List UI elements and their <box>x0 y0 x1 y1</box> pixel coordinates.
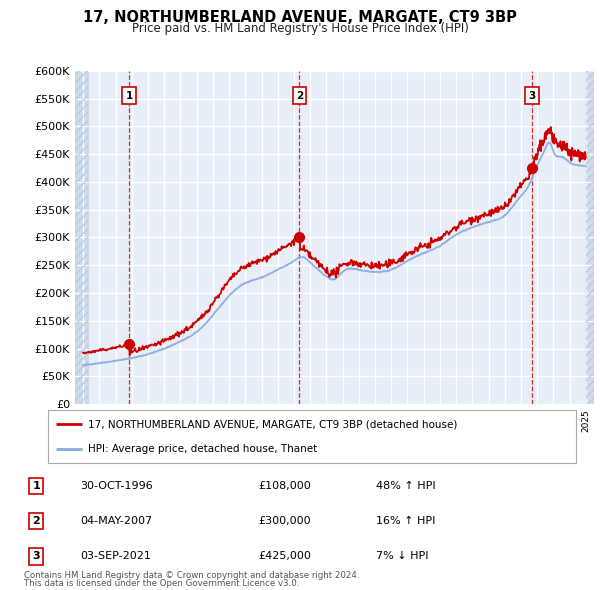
Text: 17, NORTHUMBERLAND AVENUE, MARGATE, CT9 3BP: 17, NORTHUMBERLAND AVENUE, MARGATE, CT9 … <box>83 10 517 25</box>
Text: 48% ↑ HPI: 48% ↑ HPI <box>376 481 435 491</box>
Text: 16% ↑ HPI: 16% ↑ HPI <box>376 516 435 526</box>
Text: 04-MAY-2007: 04-MAY-2007 <box>80 516 152 526</box>
Text: 2: 2 <box>296 91 303 101</box>
FancyBboxPatch shape <box>48 410 576 463</box>
Text: 17, NORTHUMBERLAND AVENUE, MARGATE, CT9 3BP (detached house): 17, NORTHUMBERLAND AVENUE, MARGATE, CT9 … <box>88 419 457 430</box>
Text: Contains HM Land Registry data © Crown copyright and database right 2024.: Contains HM Land Registry data © Crown c… <box>24 571 359 580</box>
Text: 03-SEP-2021: 03-SEP-2021 <box>80 552 151 561</box>
Text: 1: 1 <box>32 481 40 491</box>
Text: £425,000: £425,000 <box>259 552 311 561</box>
Bar <box>586 71 594 404</box>
Text: £108,000: £108,000 <box>259 481 311 491</box>
Text: This data is licensed under the Open Government Licence v3.0.: This data is licensed under the Open Gov… <box>24 579 299 588</box>
Bar <box>586 71 594 404</box>
Text: 30-OCT-1996: 30-OCT-1996 <box>80 481 152 491</box>
Text: £300,000: £300,000 <box>259 516 311 526</box>
Text: 2: 2 <box>32 516 40 526</box>
Text: HPI: Average price, detached house, Thanet: HPI: Average price, detached house, Than… <box>88 444 317 454</box>
Text: 7% ↓ HPI: 7% ↓ HPI <box>376 552 428 561</box>
Text: 3: 3 <box>528 91 536 101</box>
Bar <box>75 71 88 404</box>
Text: Price paid vs. HM Land Registry's House Price Index (HPI): Price paid vs. HM Land Registry's House … <box>131 22 469 35</box>
Bar <box>75 71 88 404</box>
Text: 1: 1 <box>125 91 133 101</box>
Text: 3: 3 <box>32 552 40 561</box>
